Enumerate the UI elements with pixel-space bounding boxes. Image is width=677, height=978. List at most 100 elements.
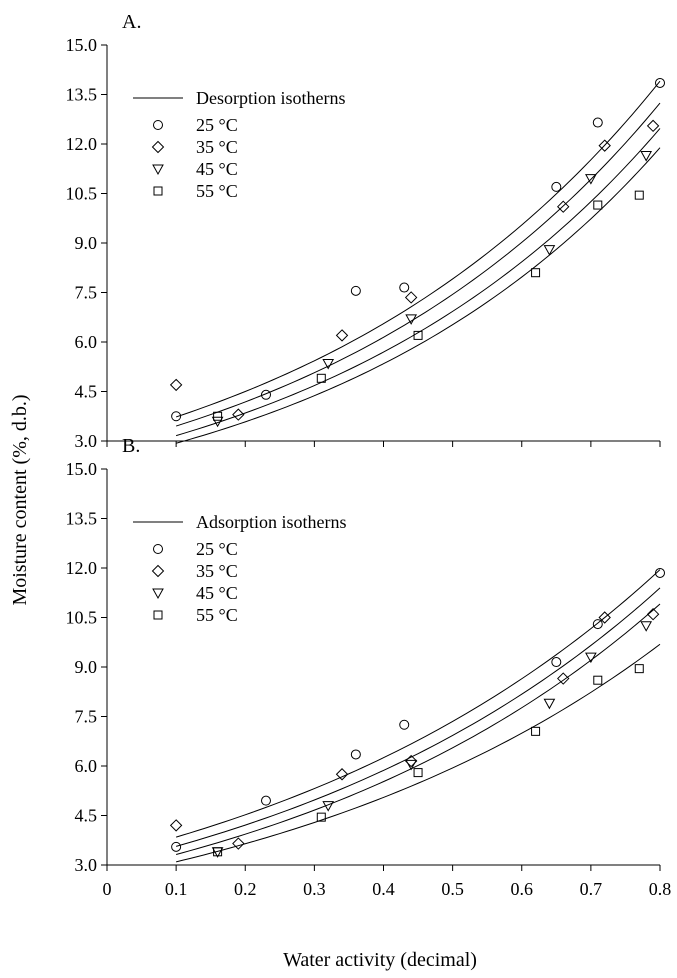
data-point: [404, 754, 418, 768]
data-point: [405, 759, 417, 771]
legend-entry: 35 °C: [196, 561, 238, 581]
y-tick-label: 15.0: [66, 459, 98, 479]
fit-curve: [175, 102, 661, 427]
legend-entry: 35 °C: [196, 137, 238, 157]
legend-marker: [153, 610, 163, 620]
y-tick-label: 12.0: [66, 558, 98, 578]
data-point: [316, 812, 326, 822]
panel-b: 3.0 4.5 6.0 7.5 9.0 10.5 12.0 13.5 15.0 0 0.1 0.2 0.…: [66, 435, 672, 899]
data-point: [260, 389, 271, 400]
data-point: [399, 719, 410, 730]
y-tick-label: 7.5: [75, 707, 98, 727]
data-point: [531, 726, 541, 736]
legend-marker: [151, 140, 165, 154]
data-point: [640, 621, 653, 632]
data-point: [350, 749, 361, 760]
y-tick-label: 13.5: [66, 85, 98, 105]
data-point: [260, 795, 271, 806]
legend-entry: 55 °C: [196, 181, 238, 201]
x-tick-label: 0.6: [511, 879, 534, 899]
data-point: [646, 119, 660, 133]
data-point: [655, 567, 665, 578]
data-point: [593, 675, 603, 685]
x-tick-label: 0.4: [372, 879, 395, 899]
legend-marker: [151, 564, 165, 578]
legend-title: Adsorption isotherns: [196, 512, 347, 532]
y-tick-label: 6.0: [75, 756, 98, 776]
y-tick-label: 12.0: [66, 134, 98, 154]
data-point: [171, 841, 182, 852]
data-point: [213, 411, 223, 421]
data-point: [557, 200, 570, 213]
data-point: [405, 314, 417, 325]
data-point: [585, 174, 597, 185]
x-tick-label: 0.3: [303, 879, 326, 899]
data-point: [543, 245, 556, 256]
legend-entry: 45 °C: [196, 583, 238, 603]
legend-entry: 55 °C: [196, 605, 238, 625]
y-tick-label: 13.5: [66, 509, 98, 529]
legend-marker: [153, 120, 163, 130]
data-point: [592, 619, 603, 630]
data-point: [634, 190, 644, 200]
panel-label: B.: [122, 435, 140, 457]
data-point: [551, 657, 562, 668]
y-tick-label: 9.0: [75, 657, 98, 677]
y-tick-label: 10.5: [66, 184, 98, 204]
data-point: [322, 358, 335, 370]
data-point: [350, 285, 361, 296]
data-point: [316, 373, 326, 383]
data-point: [413, 330, 423, 340]
x-tick-label: 0.5: [441, 879, 464, 899]
y-tick-label: 9.0: [75, 233, 98, 253]
data-point: [335, 768, 349, 781]
fit-curve: [176, 643, 661, 863]
data-point: [404, 291, 418, 304]
data-point: [592, 117, 603, 128]
data-point: [171, 411, 182, 422]
data-point: [598, 611, 611, 624]
data-point: [169, 819, 183, 832]
data-point: [322, 801, 335, 812]
fit-curve: [175, 603, 661, 855]
x-tick-label: 0.8: [649, 879, 672, 899]
data-point: [640, 151, 653, 162]
legend-entry: 25 °C: [196, 539, 238, 559]
y-tick-label: 10.5: [66, 608, 98, 628]
data-point: [598, 139, 611, 152]
data-point: [646, 607, 660, 621]
y-tick-label: 3.0: [75, 855, 98, 875]
y-tick-label: 15.0: [66, 35, 98, 55]
x-tick-label: 0.7: [580, 879, 603, 899]
legend-title: Desorption isotherns: [196, 88, 345, 108]
data-point: [232, 837, 245, 850]
x-tick-label: 0: [103, 879, 112, 899]
y-tick-label: 4.5: [75, 382, 98, 402]
data-point: [531, 268, 541, 278]
legend-entry: 25 °C: [196, 115, 238, 135]
y-axis-title: Moisture content (%, d.b.): [9, 394, 31, 605]
data-point: [557, 672, 570, 685]
fit-curve: [175, 569, 661, 838]
fit-curve: [175, 147, 661, 444]
x-tick-label: 0.2: [234, 879, 257, 899]
panel-a: 3.0 4.5 6.0 7.5 9.0 10.5 12.0 13.5 15.0 A. Desorpt…: [66, 11, 665, 451]
y-tick-label: 3.0: [75, 431, 98, 451]
legend-marker: [153, 544, 163, 554]
y-tick-label: 7.5: [75, 283, 98, 303]
fit-curve: [175, 587, 661, 847]
data-point: [413, 768, 423, 778]
data-point: [211, 416, 224, 428]
legend-entry: 45 °C: [196, 159, 238, 179]
fit-curve: [175, 128, 661, 437]
y-tick-label: 6.0: [75, 332, 98, 352]
legend-marker: [153, 186, 163, 196]
data-point: [232, 408, 245, 421]
panel-label: A.: [122, 11, 141, 33]
fit-curve: [175, 80, 661, 418]
data-point: [585, 652, 597, 664]
legend-marker: [152, 588, 164, 600]
data-point: [335, 329, 349, 342]
x-axis-title: Water activity (decimal): [283, 949, 477, 971]
